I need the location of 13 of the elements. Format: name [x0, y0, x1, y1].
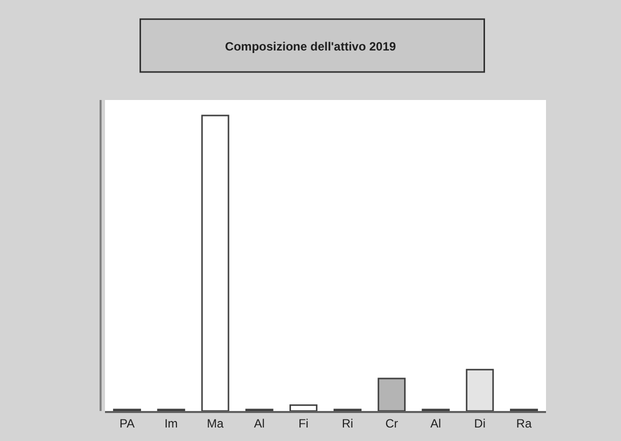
x-tick-label: Ra	[516, 416, 532, 430]
bar	[378, 378, 406, 411]
x-tick-label: Fi	[298, 416, 308, 430]
x-tick-label: PA	[119, 416, 135, 430]
x-tick-label: Ri	[342, 416, 354, 430]
x-tick-label: Di	[474, 416, 486, 430]
x-tick-label: Ma	[206, 416, 224, 430]
x-tick-label: Al	[430, 416, 442, 430]
x-tick-label: Im	[164, 416, 178, 430]
x-tick-label: Cr	[385, 416, 398, 430]
chart-title: Composizione dell'attivo 2019	[225, 40, 396, 54]
x-tick-label: Al	[254, 416, 265, 430]
bar	[466, 368, 494, 411]
